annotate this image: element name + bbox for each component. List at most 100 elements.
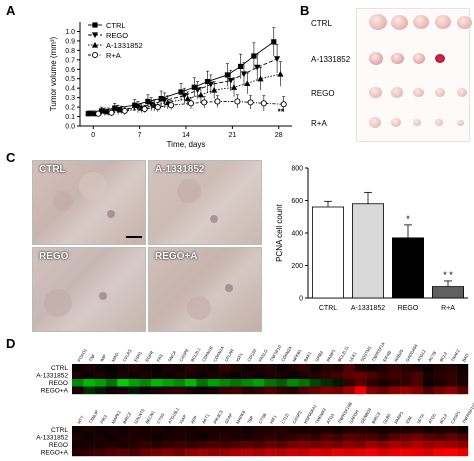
gene-label: BCL2 <box>439 412 449 424</box>
heatmap-cell <box>377 441 389 449</box>
heatmap-cell <box>354 379 367 387</box>
marker-triangle-up <box>197 91 205 98</box>
heatmap-cell <box>343 386 356 395</box>
row-label: A-1331852 <box>36 373 68 380</box>
heatmap-cell <box>253 448 265 457</box>
heatmap-cell <box>366 386 378 395</box>
heatmap-cell <box>434 371 446 380</box>
heatmap-cell <box>320 426 333 434</box>
bar <box>391 237 424 299</box>
heatmap-cell <box>400 426 412 434</box>
marker-triangle-up <box>277 70 284 77</box>
heatmap-cell <box>230 426 242 434</box>
heatmap-cell <box>264 433 276 442</box>
marker-circle-open <box>201 99 208 106</box>
histology-image-rego: REGO <box>32 247 146 332</box>
heatmap-cell <box>400 364 412 372</box>
marker-triangle-down <box>207 81 214 88</box>
heatmap-cell <box>128 364 141 372</box>
legend-label: CTRL <box>106 21 126 30</box>
heatmap-cell <box>207 448 220 457</box>
heatmap-cell <box>219 364 231 372</box>
heatmap-cell <box>173 379 186 387</box>
heatmap-cell <box>388 379 401 387</box>
gene-label: BAK1 <box>303 350 313 362</box>
heatmap-cell <box>72 371 84 380</box>
heatmap-cell <box>241 386 254 395</box>
marker-circle-open <box>214 98 221 105</box>
heatmap-cell <box>309 371 322 380</box>
heatmap-cell <box>253 379 265 387</box>
heatmap-cell <box>253 386 265 395</box>
heatmap-cell <box>434 364 446 372</box>
heatmap-cell <box>207 426 220 434</box>
heatmap-cell <box>264 448 276 457</box>
heatmap-cell <box>185 379 197 387</box>
heatmap-cell <box>185 441 197 449</box>
gene-label: SNCA <box>167 350 177 363</box>
heatmap-cell <box>151 433 163 442</box>
heatmap-cell <box>309 448 322 457</box>
marker-triangle-up <box>91 41 99 48</box>
gene-label: CFLAR <box>224 348 235 362</box>
heatmap-cell <box>456 426 469 434</box>
gene-label: GAPDH <box>348 409 360 424</box>
marker-square <box>178 89 184 95</box>
y-tick-label: 0.6 <box>65 67 75 74</box>
heatmap-cell <box>230 371 242 380</box>
heatmap-cell <box>411 433 423 442</box>
heatmap-cell <box>117 371 129 380</box>
heatmap-cell <box>286 448 299 457</box>
histology-label-ctrl: CTRL <box>39 164 66 175</box>
heatmap-cell <box>105 379 118 387</box>
legend-label: REGO <box>106 31 128 40</box>
heatmap-cell <box>128 441 141 449</box>
heatmap-cell <box>162 426 175 434</box>
marker-triangle-down <box>194 87 201 94</box>
y-tick-label: 800 <box>291 166 303 173</box>
heatmap-cell <box>185 364 197 372</box>
heatmap-cell <box>332 426 344 434</box>
tumor-photo-tray: CTRL A-1331852 REGO R+A <box>311 8 472 142</box>
heatmap-cell <box>456 441 469 449</box>
gene-label: ULK1 <box>348 350 358 362</box>
marker-circle-open <box>91 51 99 59</box>
heatmap-cell <box>354 371 367 380</box>
tissue-texture-icon <box>53 172 115 218</box>
heatmap-cell <box>309 386 322 395</box>
heatmap-cell <box>241 426 254 434</box>
heatmap-cell <box>434 426 446 434</box>
gene-label: GRB2 <box>314 350 324 363</box>
heatmap-cell <box>196 433 208 442</box>
heatmap-cell <box>275 371 288 380</box>
heatmap-cell <box>422 448 435 457</box>
tumor-specimen-icon <box>435 88 445 97</box>
heatmap-cell <box>286 386 299 395</box>
tumor-specimen-icon <box>369 117 381 128</box>
heatmap-cell <box>162 364 175 372</box>
heatmap-cell <box>72 426 84 434</box>
marker-square <box>238 63 244 70</box>
scale-bar <box>126 236 142 238</box>
gene-label: MAPK8 <box>235 409 247 424</box>
heatmap-cell <box>241 441 254 449</box>
histology-label-rego: REGO <box>39 251 69 262</box>
heatmap-cell <box>298 379 310 387</box>
heatmap-cell <box>173 371 186 380</box>
row-label: REGO <box>49 442 68 449</box>
histology-label-a1331852: A-1331852 <box>155 164 205 175</box>
marker-triangle-up <box>230 84 238 90</box>
series-rego <box>88 44 281 117</box>
heatmap-cell <box>83 386 95 395</box>
heatmap-cell <box>173 426 186 434</box>
heatmap-cell <box>128 426 141 434</box>
gene-label: IDM <box>405 415 413 425</box>
heatmap-cell <box>72 386 84 395</box>
gene-label: FASLG <box>257 348 268 362</box>
heatmap-cell <box>230 379 242 387</box>
heatmap-cell <box>72 379 84 387</box>
heatmap-cell <box>354 386 367 395</box>
heatmap-cell <box>253 364 265 372</box>
heatmap-cell <box>139 448 152 457</box>
heatmap-cell <box>422 426 435 434</box>
